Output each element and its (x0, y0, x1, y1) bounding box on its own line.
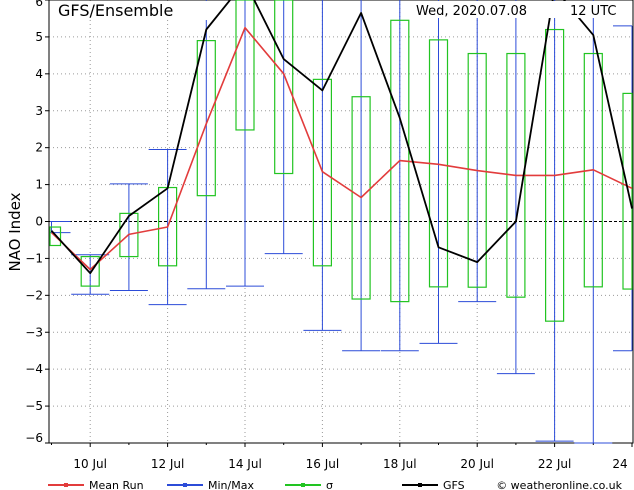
legend-label-mean: Mean Run (89, 479, 144, 490)
x-tick-label: 12 Jul (151, 457, 185, 471)
sigma-box (235, 0, 255, 131)
y-tick-label: −1 (25, 251, 43, 265)
y-tick-label: −4 (25, 362, 43, 376)
mean-run-line (50, 26, 633, 271)
run-time: 12 UTC (570, 4, 616, 19)
sigma-box (49, 226, 62, 247)
y-tick-label: 6 (35, 0, 43, 9)
legend-label-sigma: σ (326, 479, 333, 490)
legend-marker-minmax (183, 483, 187, 487)
x-tick-label: 18 Jul (383, 457, 417, 471)
y-axis-ticks: −6 −5 −4 −3 −2 −1 0 1 2 3 4 5 6 (25, 0, 49, 445)
legend-marker-mean (64, 483, 68, 487)
x-tick-label: 16 Jul (306, 457, 340, 471)
gfs-line (50, 0, 633, 275)
legend-label-gfs: GFS (443, 479, 465, 490)
y-tick-label: −2 (25, 288, 43, 302)
x-tick-label: 14 Jul (228, 457, 262, 471)
y-tick-label: 4 (35, 67, 43, 81)
sigma-box (622, 92, 633, 290)
x-tick-label: 10 Jul (73, 457, 107, 471)
title-backdrop (56, 1, 208, 20)
x-axis-ticks: 10 Jul 12 Jul 14 Jul 16 Jul 18 Jul 20 Jul 22 J… (51, 443, 633, 471)
y-tick-label: 5 (35, 30, 43, 44)
y-tick-label: 3 (35, 104, 43, 118)
sigma-box (467, 52, 487, 288)
source-credit: © weatheronline.co.uk (496, 479, 622, 490)
sigma-box (274, 0, 294, 175)
y-tick-label: −5 (25, 399, 43, 413)
legend: Mean Run Min/Max σ GFS (48, 479, 465, 490)
sigma-box (351, 96, 371, 300)
grid-lines (49, 0, 633, 443)
plot-frame (48, 0, 634, 444)
legend-label-minmax: Min/Max (208, 479, 254, 490)
sigma-box (583, 52, 603, 288)
sigma-box (312, 78, 332, 267)
sigma-box (196, 40, 216, 197)
sigma-box (119, 212, 139, 258)
legend-marker-gfs (418, 483, 422, 487)
sigma-box (80, 255, 100, 287)
legend-marker-sigma (301, 483, 305, 487)
run-date: Wed, 2020.07.08 (416, 4, 527, 19)
y-axis-label: NAO Index (6, 192, 24, 271)
x-tick-label: 20 Jul (460, 457, 494, 471)
x-tick-label: 22 Jul (538, 457, 572, 471)
x-tick-label: 24 (612, 457, 627, 471)
y-tick-label: 2 (35, 141, 43, 155)
y-tick-label: −3 (25, 325, 43, 339)
chart-title: GFS/Ensemble (58, 1, 173, 20)
y-tick-label: 1 (35, 178, 43, 192)
data-marks (49, 0, 633, 444)
date-backdrop (410, 1, 614, 18)
y-tick-label: 0 (35, 215, 43, 229)
y-tick-label: −6 (25, 431, 43, 445)
